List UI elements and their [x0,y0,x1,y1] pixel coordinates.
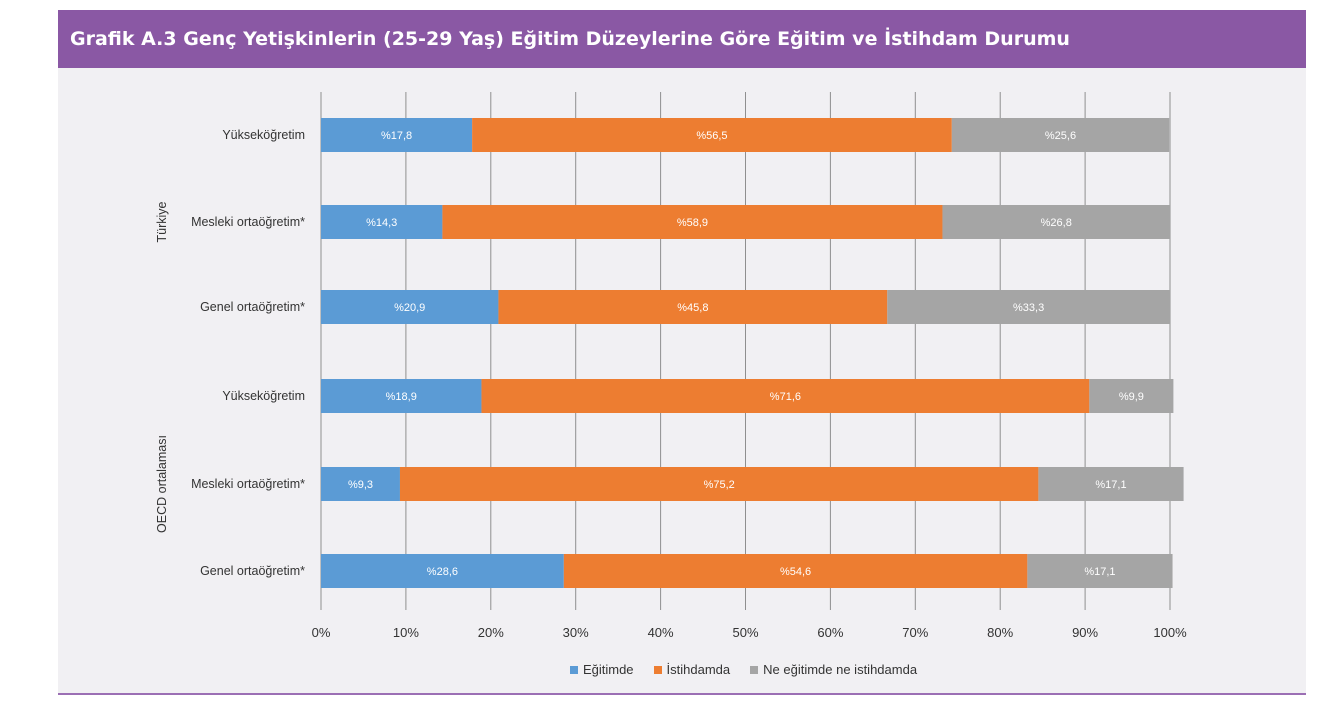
category-label: Yükseköğretim [222,128,305,142]
chart-header: Grafik A.3 Genç Yetişkinlerin (25-29 Yaş… [58,10,1306,68]
x-tick-label: 80% [987,625,1013,640]
data-label: %45,8 [677,302,708,314]
x-tick-label: 100% [1153,625,1187,640]
x-tick-label: 60% [817,625,843,640]
bar-segment [321,379,482,413]
data-label: %17,1 [1095,479,1126,491]
bar-segment [321,554,564,588]
bar-segment [481,379,1090,413]
bar-segment [1089,379,1174,413]
bar-segment [563,554,1028,588]
legend-label: İstihdamda [666,662,731,677]
data-label: %28,6 [427,566,458,578]
data-label: %75,2 [704,479,735,491]
x-tick-label: 70% [902,625,928,640]
data-label: %20,9 [394,302,425,314]
data-label: %54,6 [780,566,811,578]
bar-segment [942,205,1170,239]
category-label: Mesleki ortaöğretim* [191,215,305,229]
category-label: Genel ortaöğretim* [200,300,305,314]
chart-title: Grafik A.3 Genç Yetişkinlerin (25-29 Yaş… [70,28,1070,50]
chart-legend: Eğitimde İstihdamda Ne eğitimde ne istihda… [0,662,1337,677]
x-tick-label: 40% [648,625,674,640]
data-label: %17,8 [381,130,412,142]
bar-segment [321,205,443,239]
category-label: Mesleki ortaöğretim* [191,477,305,491]
data-label: %26,8 [1041,217,1072,229]
legend-swatch [750,665,759,674]
data-label: %25,6 [1045,130,1076,142]
x-tick-label: 10% [393,625,419,640]
legend-item: Eğitimde [569,662,634,677]
category-label: Genel ortaöğretim* [200,564,305,578]
data-label: %56,5 [696,130,727,142]
category-label: Yükseköğretim [222,389,305,403]
legend-swatch [569,665,578,674]
group-label: OECD ortalaması [155,435,169,533]
bar-segment [442,205,943,239]
x-tick-label: 0% [312,625,331,640]
bar-segment [1027,554,1173,588]
bar-segment [399,467,1039,501]
legend-item: Ne eğitimde ne istihdamda [750,662,917,677]
bar-segment [951,118,1170,152]
data-label: %33,3 [1013,302,1044,314]
data-label: %17,1 [1084,566,1115,578]
x-tick-label: 90% [1072,625,1098,640]
legend-label: Ne eğitimde ne istihdamda [763,662,918,677]
bar-segment [472,118,952,152]
bar-segment [887,290,1170,324]
bottom-divider [58,693,1306,695]
data-label: %9,9 [1119,391,1144,403]
data-label: %58,9 [677,217,708,229]
x-tick-label: 30% [563,625,589,640]
legend-item: İstihdamda [653,662,731,677]
bar-segment [321,118,473,152]
x-tick-label: 20% [478,625,504,640]
group-label: Türkiye [155,201,169,242]
legend-swatch [653,665,662,674]
data-label: %14,3 [366,217,397,229]
bar-segment [498,290,888,324]
legend-label: Eğitimde [582,662,634,677]
data-label: %18,9 [386,391,417,403]
data-label: %9,3 [348,479,373,491]
bar-segment [321,467,400,501]
data-label: %71,6 [770,391,801,403]
bar-segment [321,290,499,324]
bar-segment [1038,467,1184,501]
x-tick-label: 50% [732,625,758,640]
